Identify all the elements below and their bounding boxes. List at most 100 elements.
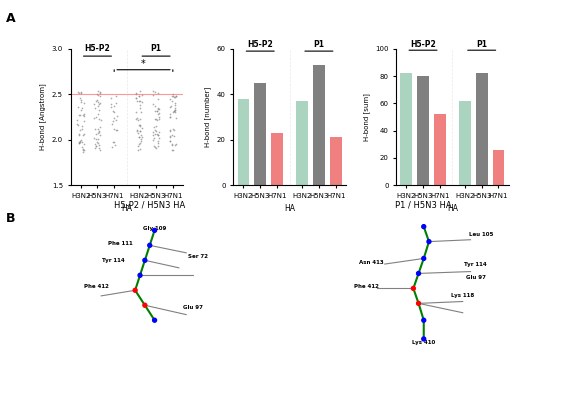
Point	[419, 223, 428, 230]
Point	[75, 127, 84, 133]
Point	[75, 90, 84, 96]
Point	[113, 126, 122, 133]
Point	[73, 122, 82, 129]
Point	[150, 127, 159, 133]
Y-axis label: H-bond [sum]: H-bond [sum]	[363, 93, 370, 141]
Point	[171, 94, 180, 101]
Point	[170, 108, 179, 115]
Point	[150, 317, 159, 324]
Point	[136, 121, 145, 128]
Point	[166, 110, 175, 117]
Point	[168, 93, 177, 99]
Point	[90, 114, 99, 121]
Point	[79, 147, 88, 153]
Point	[165, 114, 174, 120]
Point	[76, 88, 85, 95]
Point	[153, 108, 162, 115]
Point	[154, 131, 163, 138]
Point	[153, 138, 162, 144]
Point	[136, 98, 145, 104]
Point	[109, 138, 118, 145]
Point	[137, 138, 146, 144]
Point	[94, 136, 103, 142]
Point	[79, 112, 88, 119]
Point	[107, 103, 116, 110]
Point	[73, 117, 82, 123]
Text: B: B	[6, 212, 15, 225]
Point	[154, 106, 163, 112]
Bar	[254, 83, 266, 185]
Point	[132, 94, 141, 101]
Point	[90, 126, 99, 132]
Point	[77, 90, 86, 96]
Point	[149, 129, 158, 136]
Point	[79, 141, 88, 148]
Text: H5-P2: H5-P2	[247, 40, 273, 49]
Point	[90, 145, 99, 152]
Point	[132, 90, 141, 96]
Point	[170, 105, 179, 112]
Bar	[493, 150, 505, 185]
Point	[134, 147, 143, 153]
Point	[149, 131, 158, 138]
Point	[79, 100, 88, 107]
Point	[76, 95, 85, 101]
Point	[93, 130, 102, 137]
Text: Phe 412: Phe 412	[354, 284, 379, 289]
Text: *: *	[141, 59, 146, 69]
Bar	[476, 73, 488, 185]
Point	[167, 103, 176, 109]
Point	[151, 115, 160, 122]
X-axis label: HA: HA	[284, 204, 295, 213]
Point	[154, 105, 163, 111]
Point	[94, 125, 103, 132]
Point	[79, 111, 88, 118]
Text: P1: P1	[476, 40, 487, 49]
Point	[153, 140, 162, 147]
Point	[171, 93, 180, 99]
Point	[155, 105, 164, 112]
Point	[152, 128, 161, 134]
Text: Asn 413: Asn 413	[359, 260, 384, 265]
Point	[95, 124, 105, 130]
Point	[95, 93, 105, 99]
Point	[151, 123, 160, 129]
Point	[133, 116, 142, 123]
Text: Phe 111: Phe 111	[108, 241, 133, 246]
Point	[136, 105, 145, 111]
Point	[95, 88, 104, 95]
Point	[107, 120, 116, 127]
Point	[136, 132, 145, 139]
Point	[95, 90, 105, 96]
Point	[73, 121, 82, 127]
Point	[74, 138, 83, 145]
Point	[77, 123, 86, 129]
Point	[168, 91, 177, 98]
Point	[150, 227, 159, 234]
Text: Lys 410: Lys 410	[412, 340, 436, 345]
Point	[77, 107, 86, 113]
Point	[150, 103, 159, 109]
Point	[75, 131, 84, 137]
Point	[93, 103, 102, 109]
Point	[137, 134, 146, 140]
Point	[108, 139, 117, 146]
Point	[94, 116, 103, 122]
Point	[169, 109, 178, 115]
Point	[90, 104, 99, 111]
Point	[414, 300, 423, 306]
Bar	[313, 65, 325, 185]
Point	[95, 101, 104, 107]
Point	[95, 142, 104, 149]
Point	[171, 92, 180, 99]
Point	[94, 87, 103, 94]
Text: P1: P1	[151, 44, 162, 53]
Point	[151, 143, 160, 150]
Point	[136, 272, 145, 278]
Text: Glu 97: Glu 97	[466, 275, 486, 280]
Bar	[417, 76, 429, 185]
Point	[149, 134, 158, 141]
Point	[155, 109, 164, 116]
Point	[90, 140, 99, 147]
Text: Gly 109: Gly 109	[143, 226, 166, 231]
